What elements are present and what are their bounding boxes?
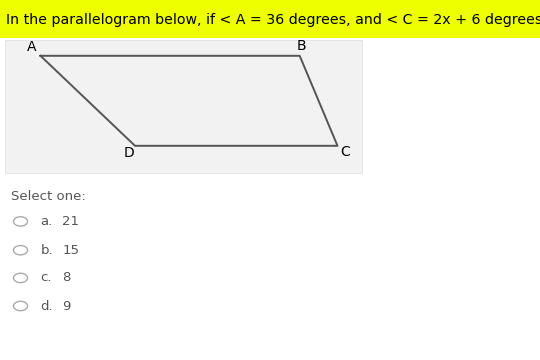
Text: In the parallelogram below, if < A = 36 degrees, and < C = 2x + 6 degrees, find : In the parallelogram below, if < A = 36 … xyxy=(6,13,540,27)
Text: b.: b. xyxy=(40,244,53,257)
FancyBboxPatch shape xyxy=(5,40,362,173)
Text: D: D xyxy=(123,146,134,160)
Text: 21: 21 xyxy=(62,215,79,228)
Text: c.: c. xyxy=(40,271,52,284)
Text: A: A xyxy=(26,40,36,54)
Text: 15: 15 xyxy=(62,244,79,257)
Text: B: B xyxy=(296,39,306,53)
Text: Select one:: Select one: xyxy=(11,190,85,203)
Text: d.: d. xyxy=(40,300,53,312)
Text: 9: 9 xyxy=(62,300,71,312)
Text: 8: 8 xyxy=(62,271,71,284)
Text: a.: a. xyxy=(40,215,53,228)
Text: C: C xyxy=(341,145,350,159)
FancyBboxPatch shape xyxy=(0,0,540,38)
